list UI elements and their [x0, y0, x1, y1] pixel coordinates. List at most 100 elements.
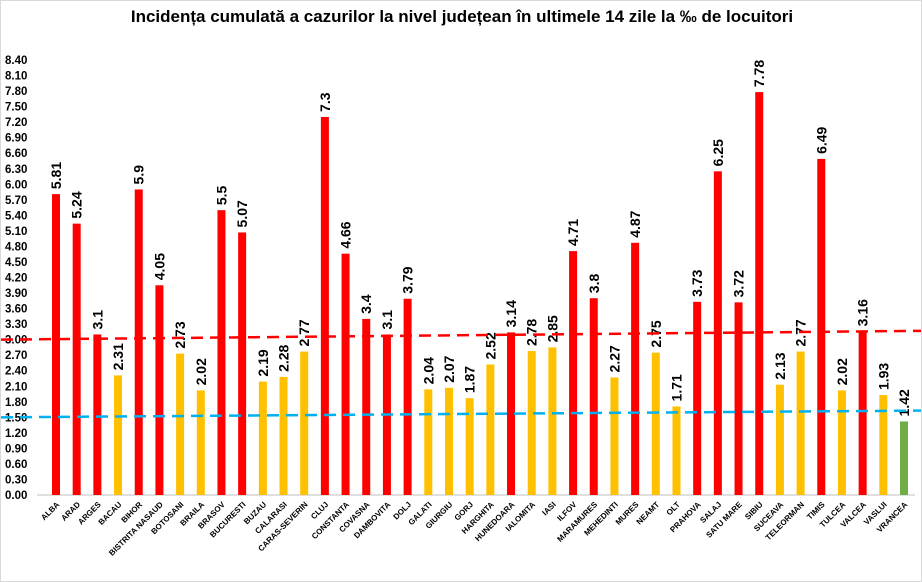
y-tick-label: 6.30 — [5, 164, 27, 176]
bar — [155, 285, 164, 495]
data-label: 6.25 — [710, 139, 726, 166]
bar — [362, 318, 371, 495]
data-label: 2.85 — [544, 315, 560, 342]
y-tick-label: 5.70 — [5, 195, 27, 207]
data-label: 3.4 — [358, 294, 374, 314]
data-label: 3.14 — [503, 300, 519, 327]
x-tick-label: ALBA — [39, 500, 61, 522]
bar — [858, 331, 867, 495]
y-tick-label: 5.10 — [5, 226, 27, 238]
bar — [817, 158, 826, 496]
bar — [507, 332, 516, 495]
data-label: 2.13 — [772, 352, 788, 379]
data-label: 5.5 — [213, 186, 229, 206]
data-label: 1.42 — [896, 389, 912, 416]
bar — [403, 298, 412, 495]
bar — [258, 381, 267, 495]
bar — [837, 390, 846, 495]
x-tick-label: NEAMT — [635, 500, 662, 527]
bar — [713, 171, 722, 495]
y-tick-label: 0.00 — [5, 490, 27, 502]
y-tick-label: 1.20 — [5, 428, 27, 440]
data-label: 5.9 — [131, 165, 147, 185]
data-label: 3.79 — [400, 266, 416, 293]
y-tick-label: 4.80 — [5, 241, 27, 253]
y-tick-label: 3.90 — [5, 288, 27, 300]
x-tick-label: BACAU — [97, 500, 124, 527]
y-tick-label: 5.40 — [5, 210, 27, 222]
bar — [796, 351, 805, 495]
bar — [527, 351, 536, 495]
y-tick-label: 4.50 — [5, 257, 27, 269]
bar — [486, 364, 495, 495]
bar — [279, 376, 288, 495]
bar — [734, 302, 743, 495]
bar — [900, 421, 908, 495]
data-label: 3.16 — [855, 299, 871, 326]
data-label: 2.78 — [524, 319, 540, 346]
y-tick-label: 0.30 — [5, 474, 27, 486]
data-label: 2.19 — [255, 349, 271, 376]
data-label: 2.77 — [296, 319, 312, 346]
y-tick-label: 0.60 — [5, 459, 27, 471]
bar — [755, 92, 764, 495]
y-tick-label: 6.60 — [5, 148, 27, 160]
bar — [672, 406, 681, 495]
y-tick-label: 4.20 — [5, 273, 27, 285]
bar — [134, 189, 143, 495]
y-tick-label: 7.50 — [5, 102, 27, 114]
y-tick-label: 7.80 — [5, 86, 27, 98]
data-label: 2.27 — [606, 345, 622, 372]
y-tick-label: 1.80 — [5, 397, 27, 409]
y-tick-label: 2.70 — [5, 350, 27, 362]
data-label: 5.24 — [69, 191, 85, 218]
bar — [775, 384, 784, 495]
bar — [610, 377, 619, 495]
y-tick-label: 6.90 — [5, 133, 27, 145]
data-label: 7.3 — [317, 92, 333, 112]
bar — [114, 375, 123, 495]
y-tick-label: 3.30 — [5, 319, 27, 331]
x-tick-label: OLT — [665, 500, 682, 517]
data-label: 5.81 — [48, 162, 64, 189]
bar — [424, 389, 433, 495]
y-tick-label: 8.40 — [5, 55, 27, 67]
bar — [320, 116, 329, 495]
blue-threshold-line — [1, 409, 921, 419]
bar — [217, 210, 226, 495]
data-label: 3.1 — [89, 310, 105, 330]
data-label: 1.87 — [462, 366, 478, 393]
bar — [651, 352, 660, 495]
bar — [548, 347, 557, 495]
y-tick-label: 8.10 — [5, 71, 27, 83]
data-label: 4.05 — [151, 253, 167, 280]
y-tick-label: 1.50 — [5, 412, 27, 424]
bar — [93, 334, 102, 495]
data-label: 3.1 — [379, 310, 395, 330]
y-tick-label: 3.60 — [5, 304, 27, 316]
bar — [72, 223, 81, 495]
y-tick-label: 0.90 — [5, 443, 27, 455]
bar — [52, 194, 60, 495]
y-tick-label: 6.00 — [5, 179, 27, 191]
y-tick-label: 2.40 — [5, 366, 27, 378]
data-label: 7.78 — [751, 60, 767, 87]
bar — [196, 390, 205, 495]
data-label: 6.49 — [813, 126, 829, 153]
bar — [341, 253, 350, 495]
bar — [444, 387, 453, 495]
data-label: 1.71 — [668, 374, 684, 401]
data-label: 2.02 — [834, 358, 850, 385]
y-tick-label: 7.20 — [5, 117, 27, 129]
data-label: 1.93 — [875, 363, 891, 390]
bar — [693, 301, 702, 495]
bar — [569, 251, 578, 495]
y-tick-label: 3.00 — [5, 335, 27, 347]
bar — [465, 398, 474, 495]
data-label: 2.73 — [172, 321, 188, 348]
bar — [631, 242, 640, 495]
data-label: 2.28 — [276, 344, 292, 371]
bar — [589, 298, 598, 495]
y-tick-label: 2.10 — [5, 381, 27, 393]
